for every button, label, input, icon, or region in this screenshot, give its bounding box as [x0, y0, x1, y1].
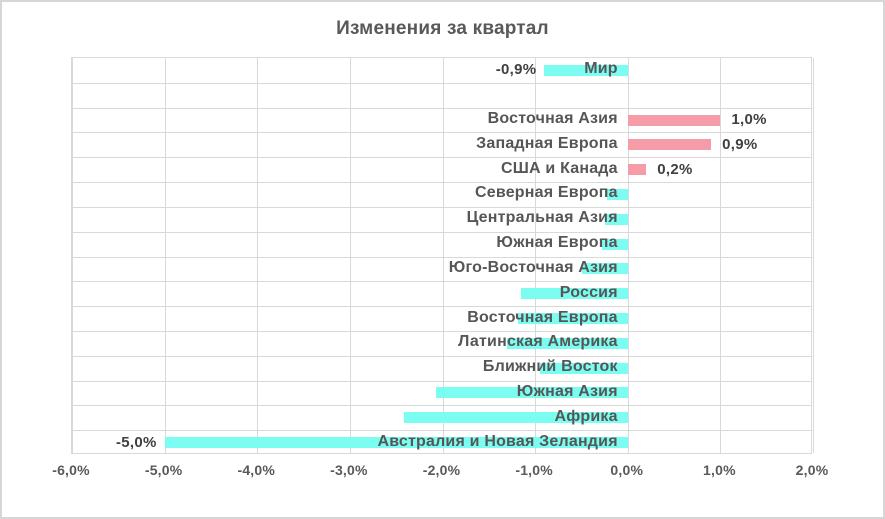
bar-Центральная Азия[interactable]	[604, 213, 628, 225]
gridline-h	[72, 330, 811, 332]
gridline-v	[164, 58, 166, 453]
gridline-v	[813, 58, 814, 453]
data-label: 0,2%	[657, 160, 693, 178]
x-tick-label: 2,0%	[795, 462, 829, 478]
category-label: Южная Азия	[516, 382, 618, 400]
gridline-v	[257, 58, 259, 453]
category-label: Австралия и Новая Зеландия	[377, 432, 618, 450]
bar-Россия[interactable]	[521, 288, 628, 300]
category-label: Юго-Восточная Азия	[448, 258, 618, 276]
bar-Австралия и Новая Зеландия[interactable]	[164, 437, 628, 449]
bar-Южная Европа[interactable]	[601, 238, 628, 250]
bar-Восточная Азия[interactable]	[627, 114, 721, 126]
bar-Мир[interactable]	[544, 64, 628, 76]
bar-Латинская Америка[interactable]	[507, 337, 628, 349]
gridline-v	[442, 58, 444, 453]
bar-Восточная Европа[interactable]	[517, 313, 628, 325]
bar-Юго-Восточная Азия[interactable]	[582, 263, 628, 275]
bar-Западная Европа[interactable]	[627, 139, 712, 151]
bar-Африка[interactable]	[403, 412, 628, 424]
plot-area: -0,9% Мир 1,0% Восточная Азия 0,9% Западная Е…	[71, 57, 814, 454]
category-label: Южная Европа	[496, 234, 618, 252]
category-label: Восточная Европа	[467, 308, 618, 326]
data-label: -0,9%	[495, 61, 537, 79]
gridline-h	[72, 405, 811, 407]
gridline-h	[72, 380, 811, 382]
category-label: Восточная Азия	[487, 110, 618, 128]
gridline-h	[72, 231, 811, 233]
gridline-v	[627, 58, 629, 453]
bar-Ближний Восток[interactable]	[539, 362, 628, 374]
gridline-h	[72, 157, 811, 159]
gridline-v	[535, 58, 537, 453]
gridline-h	[72, 281, 811, 283]
category-label: Ближний Восток	[482, 358, 618, 376]
x-tick-label: -1,0%	[515, 462, 553, 478]
gridline-h	[72, 107, 811, 109]
category-label: США и Канада	[500, 159, 618, 177]
x-tick-label: -6,0%	[52, 462, 90, 478]
data-label: 1,0%	[731, 111, 767, 129]
chart-title: Изменения за квартал	[336, 18, 549, 39]
x-tick-label: -2,0%	[422, 462, 461, 478]
category-label: Мир	[584, 60, 618, 78]
x-tick-label: -5,0%	[144, 462, 183, 478]
category-label: Африка	[554, 407, 618, 425]
x-tick-label: -4,0%	[237, 462, 276, 478]
x-tick-label: -3,0%	[330, 462, 368, 478]
gridline-h	[72, 306, 811, 308]
gridline-h	[72, 182, 811, 184]
category-label: Латинская Америка	[458, 333, 618, 351]
category-label: Россия	[559, 283, 618, 301]
bar-Северная Европа[interactable]	[607, 188, 628, 200]
gridline-v	[720, 58, 722, 453]
gridline-h	[72, 430, 811, 432]
data-label: -5,0%	[115, 433, 157, 451]
bar-США и Канада[interactable]	[627, 164, 647, 176]
bar-Южная Азия[interactable]	[436, 387, 628, 399]
gridline-h	[72, 355, 811, 357]
gridline-v	[349, 58, 351, 453]
category-label: Центральная Азия	[466, 209, 618, 227]
x-tick-label: 1,0%	[703, 462, 736, 478]
x-tick-label: 0,0%	[610, 462, 644, 478]
gridline-v	[72, 58, 73, 453]
gridline-h	[72, 132, 811, 134]
category-label: Западная Европа	[476, 134, 618, 152]
gridline-h	[72, 256, 811, 258]
gridline-h	[72, 206, 811, 208]
category-label: Северная Европа	[475, 184, 618, 202]
data-label: 0,9%	[722, 135, 758, 153]
gridline-h	[72, 82, 811, 84]
